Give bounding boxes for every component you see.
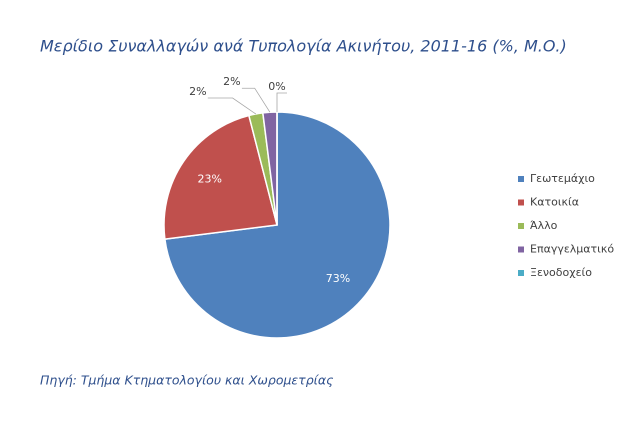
legend-label: Επαγγελματικό <box>530 243 614 256</box>
legend-label: Άλλο <box>530 219 558 232</box>
data-label: 2% <box>189 85 206 98</box>
legend-label: Κατοικία <box>530 196 579 209</box>
legend-swatch <box>518 270 524 276</box>
leader-line <box>241 87 271 113</box>
data-label: 0% <box>268 80 285 93</box>
pie-slice <box>163 114 278 241</box>
legend-swatch <box>518 246 524 253</box>
leader-line <box>207 97 257 115</box>
data-label: 23% <box>197 172 221 185</box>
legend-swatch <box>518 176 524 182</box>
legend-label: Γεωτεμάχιο <box>530 172 595 185</box>
chart-title: Μερίδιο Συναλλαγών ανά Τυπολογία Ακινήτο… <box>40 37 567 56</box>
source-note: Πηγή: Τμήμα Κτηματολογίου και Χωρομετρία… <box>40 373 333 388</box>
data-label: 2% <box>223 75 240 88</box>
legend-swatch <box>518 223 524 229</box>
data-label: 73% <box>326 272 350 285</box>
leader-line <box>276 92 287 112</box>
legend-label: Ξενοδοχείο <box>530 266 592 279</box>
legend-swatch <box>518 199 524 206</box>
